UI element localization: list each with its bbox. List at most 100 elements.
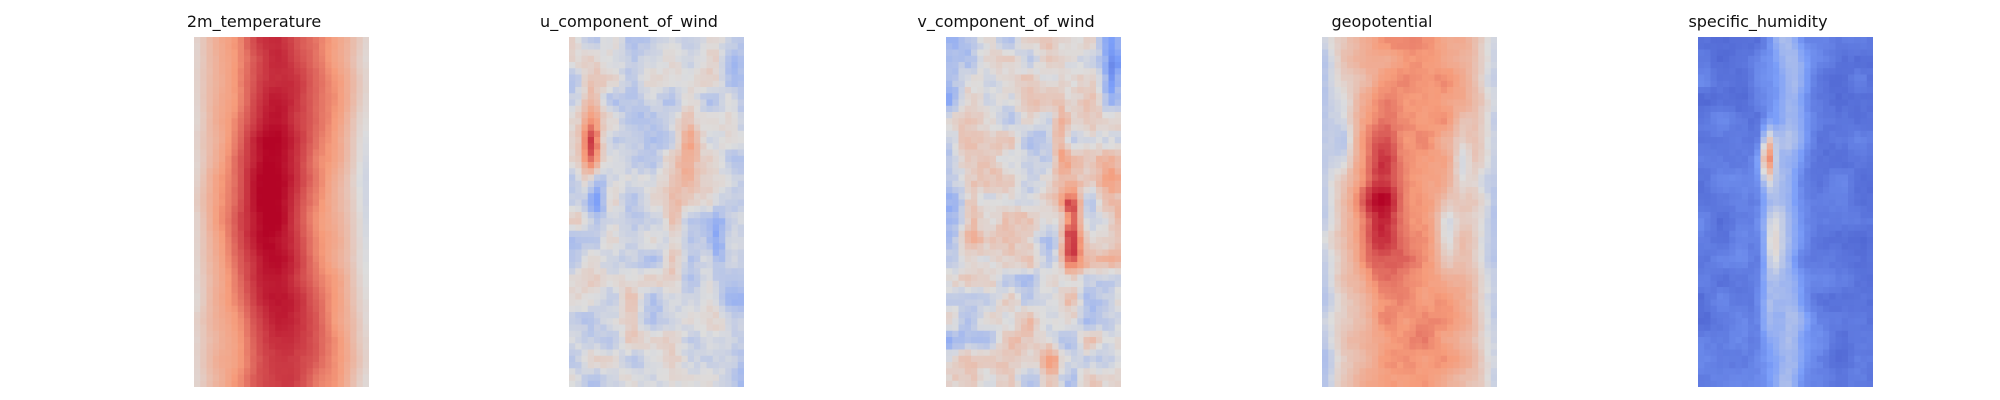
heatmap-cell [625,268,632,275]
heatmap-cell [669,112,676,119]
heatmap-cell [200,274,207,282]
heatmap-cell [731,374,739,382]
heatmap-cell [1071,143,1078,150]
heatmap-cell [300,74,307,82]
heatmap-cell [256,212,264,219]
heatmap-cell [1322,43,1329,50]
heatmap-cell [306,193,314,200]
heatmap-cell [612,230,620,238]
heatmap-cell [958,255,966,263]
heatmap-cell [1372,87,1379,94]
heatmap-cell [996,374,1003,382]
heatmap-cell [1071,362,1078,369]
heatmap-cell [1027,87,1034,94]
heatmap-cell [275,243,282,250]
heatmap-cell [700,112,707,119]
heatmap-cell [281,343,289,350]
heatmap-cell [312,262,320,269]
heatmap-cell [1058,262,1066,269]
heatmap-cell [200,255,207,263]
heatmap-cell [1334,74,1342,82]
heatmap-cell [656,337,664,344]
heatmap-cell [581,305,589,313]
heatmap-cell [1083,324,1091,332]
heatmap-cell [719,174,726,182]
heatmap-cell [952,137,959,144]
heatmap-cell [1008,268,1016,275]
heatmap-cell [958,112,966,119]
heatmap-cell [575,224,582,232]
heatmap-cell [1039,199,1047,207]
heatmap-cell [631,199,639,207]
heatmap-cell [1077,143,1084,150]
heatmap-cell [989,324,997,332]
heatmap-cell [294,374,301,382]
heatmap-cell [575,312,582,319]
heatmap-cell [731,355,739,363]
heatmap-cell [706,268,714,275]
heatmap-cell [312,280,320,288]
heatmap-cell [971,155,978,163]
heatmap-cell [356,93,364,100]
heatmap-cell [350,374,357,382]
heatmap-cell [737,343,744,350]
heatmap-cell [231,262,239,269]
heatmap-cell [656,312,664,319]
heatmap-cell [996,330,1003,338]
heatmap-cell [662,180,670,188]
heatmap-cell [946,374,953,382]
heatmap-cell [719,168,726,175]
heatmap-cell [669,43,676,50]
heatmap-cell [644,343,651,350]
heatmap-cell [225,362,232,369]
heatmap-cell [971,255,978,263]
heatmap-cell [250,368,257,375]
heatmap-cell [952,87,959,94]
heatmap-cell [737,187,744,194]
heatmap-cell [1033,187,1041,194]
heatmap-cell [256,380,264,387]
heatmap-cell [952,380,959,387]
heatmap-cell [1353,74,1360,82]
heatmap-cell [1353,80,1360,88]
heatmap-cell [231,362,239,369]
heatmap-cell [1353,55,1360,63]
heatmap-cell [350,137,357,144]
heatmap-cell [1453,37,1460,44]
heatmap-cell [700,149,707,157]
heatmap-cell [656,87,664,94]
heatmap-cell [300,243,307,250]
heatmap-cell [1102,55,1109,63]
heatmap-cell [989,374,997,382]
heatmap-cell [1014,374,1022,382]
heatmap-cell [581,237,589,244]
heatmap-cell [712,280,720,288]
heatmap-cell [1046,205,1053,213]
heatmap-cell [212,112,220,119]
heatmap-cell [225,137,232,144]
heatmap-cell [569,318,576,325]
heatmap-cell [1359,55,1367,63]
heatmap-cell [737,268,744,275]
heatmap-cell [606,199,614,207]
heatmap-cell [362,337,369,344]
heatmap-cell [694,99,701,107]
heatmap-cell [971,149,978,157]
heatmap-cell [1027,380,1034,387]
heatmap-cell [662,199,670,207]
heatmap-cell [1064,318,1072,325]
heatmap-cell [300,137,307,144]
heatmap-cell [1021,255,1028,263]
heatmap-cell [312,193,320,200]
heatmap-cell [706,205,714,213]
heatmap-cell [1033,80,1041,88]
heatmap-cell [206,255,214,263]
heatmap-cell [1027,337,1034,344]
heatmap-cell [569,343,576,350]
heatmap-cell [1046,149,1053,157]
heatmap-cell [1096,130,1103,138]
heatmap-cell [281,324,289,332]
heatmap-cell [1102,343,1109,350]
heatmap-cell [606,362,614,369]
heatmap-cell [1089,349,1097,357]
